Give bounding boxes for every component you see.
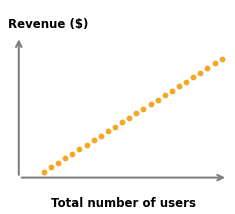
Point: [42, 170, 46, 174]
Point: [56, 161, 60, 165]
Point: [92, 139, 96, 142]
Point: [191, 75, 195, 79]
Point: [149, 103, 153, 106]
Point: [127, 116, 131, 119]
Text: Total number of users: Total number of users: [51, 197, 196, 210]
Point: [213, 62, 216, 65]
Point: [163, 94, 167, 97]
Point: [63, 157, 67, 160]
Point: [220, 57, 223, 61]
Point: [134, 111, 138, 115]
Point: [156, 98, 160, 101]
Point: [70, 152, 74, 156]
Point: [184, 80, 188, 83]
Point: [85, 143, 88, 147]
Point: [99, 134, 103, 138]
Point: [206, 66, 209, 70]
Point: [113, 125, 117, 128]
Point: [49, 166, 53, 169]
Point: [120, 120, 124, 124]
Point: [170, 89, 174, 92]
Text: Revenue ($): Revenue ($): [8, 18, 89, 31]
Point: [199, 71, 202, 74]
Point: [177, 84, 181, 88]
Point: [106, 130, 110, 133]
Point: [78, 148, 81, 151]
Point: [141, 107, 145, 110]
